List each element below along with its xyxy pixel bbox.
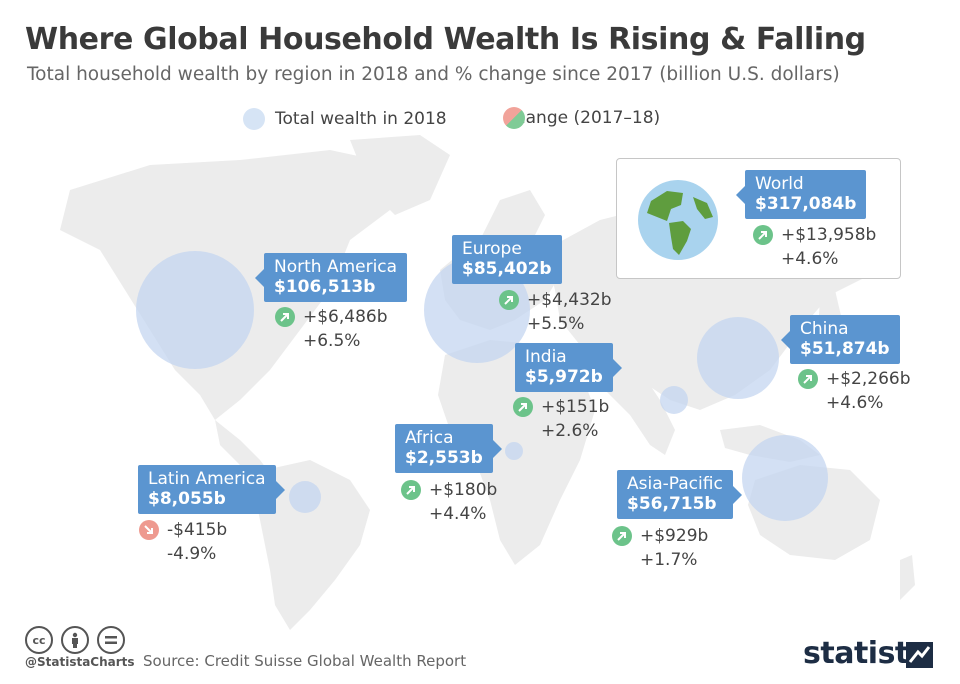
legend-item-change: Change (2017–18) xyxy=(503,107,661,129)
region-name: North America xyxy=(274,257,398,277)
region-value: $85,402b xyxy=(462,259,552,279)
arrow-up-icon xyxy=(753,225,773,245)
change-percent: +4.6% xyxy=(781,249,839,269)
change-amount: +$151b xyxy=(541,397,610,417)
label-india: India $5,972b xyxy=(515,343,622,392)
change-percent: +2.6% xyxy=(541,421,599,441)
region-name: Latin America xyxy=(148,469,266,489)
region-value: $5,972b xyxy=(525,367,603,387)
by-icon xyxy=(61,626,89,654)
change-latin-america: -$415b -4.9% xyxy=(139,518,227,566)
change-world: +$13,958b +4.6% xyxy=(753,223,876,271)
chart-title: Where Global Household Wealth Is Rising … xyxy=(25,22,866,57)
legend-item-total: Total wealth in 2018 xyxy=(243,108,447,130)
region-value: $56,715b xyxy=(627,494,717,514)
change-percent: -4.9% xyxy=(167,544,217,564)
change-amount: +$6,486b xyxy=(303,307,388,327)
region-value: $51,874b xyxy=(800,339,890,359)
arrow-up-icon xyxy=(275,307,295,327)
legend-swatch-change-icon xyxy=(503,107,525,129)
region-value: $317,084b xyxy=(755,194,857,214)
region-name: China xyxy=(800,319,849,339)
arrow-down-icon xyxy=(139,520,159,540)
region-name: Asia-Pacific xyxy=(627,474,723,494)
change-europe: +$4,432b +5.5% xyxy=(499,288,612,336)
arrow-up-icon xyxy=(798,369,818,389)
arrow-up-icon xyxy=(612,526,632,546)
bubble-asia-pacific xyxy=(741,434,829,522)
nd-icon xyxy=(97,626,125,654)
change-percent: +1.7% xyxy=(640,550,698,570)
region-value: $2,553b xyxy=(405,448,483,468)
region-value: $106,513b xyxy=(274,277,376,297)
change-india: +$151b +2.6% xyxy=(513,395,609,443)
region-name: Europe xyxy=(462,239,522,259)
label-asia-pacific: Asia-Pacific $56,715b xyxy=(617,470,742,519)
bubble-china xyxy=(696,316,780,400)
change-africa: +$180b +4.4% xyxy=(401,478,497,526)
region-name: India xyxy=(525,347,567,367)
twitter-handle: @StatistaCharts xyxy=(25,655,135,669)
bubble-india xyxy=(660,386,688,414)
bubble-africa xyxy=(504,441,524,461)
label-world: World $317,084b xyxy=(735,170,867,219)
world-summary-card: World $317,084b +$13,958b +4.6% xyxy=(616,158,901,279)
label-latin-america: Latin America $8,055b xyxy=(138,465,285,514)
change-amount: +$2,266b xyxy=(826,369,911,389)
change-amount: +$13,958b xyxy=(781,225,877,245)
label-europe: Europe $85,402b xyxy=(452,235,562,284)
license-icons: cc xyxy=(25,626,133,654)
change-amount: +$180b xyxy=(429,480,498,500)
arrow-up-icon xyxy=(401,480,421,500)
change-north-america: +$6,486b +6.5% xyxy=(275,305,388,353)
statista-logo-mark-icon xyxy=(906,642,933,668)
cc-icon: cc xyxy=(25,626,53,654)
region-name: Africa xyxy=(405,428,454,448)
change-percent: +4.6% xyxy=(826,393,884,413)
arrow-up-icon xyxy=(513,397,533,417)
change-percent: +5.5% xyxy=(527,314,585,334)
source-note: Source: Credit Suisse Global Wealth Repo… xyxy=(143,652,467,670)
chart-subtitle: Total household wealth by region in 2018… xyxy=(27,64,840,85)
legend-swatch-total-icon xyxy=(243,108,265,130)
globe-icon xyxy=(638,180,718,260)
label-africa: Africa $2,553b xyxy=(395,424,502,473)
bubble-north-america xyxy=(136,251,254,369)
region-value: $8,055b xyxy=(148,489,226,509)
change-percent: +6.5% xyxy=(303,331,361,351)
change-asia-pacific: +$929b +1.7% xyxy=(612,524,708,572)
legend-label-change: Change (2017–18) xyxy=(503,108,661,128)
label-china: China $51,874b xyxy=(781,315,900,364)
region-name: World xyxy=(755,174,804,194)
label-north-america: North America $106,513b xyxy=(254,253,408,302)
change-percent: +4.4% xyxy=(429,504,487,524)
legend-label-total: Total wealth in 2018 xyxy=(275,109,447,129)
change-amount: +$929b xyxy=(640,526,709,546)
change-amount: +$4,432b xyxy=(527,290,612,310)
change-china: +$2,266b +4.6% xyxy=(798,367,911,415)
arrow-up-icon xyxy=(499,290,519,310)
legend: Total wealth in 2018 Change (2017–18) xyxy=(0,107,960,132)
change-amount: -$415b xyxy=(167,520,228,540)
bubble-latin-america xyxy=(288,480,322,514)
